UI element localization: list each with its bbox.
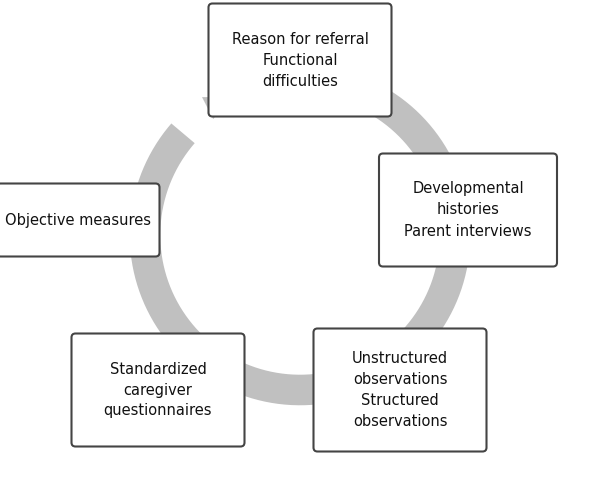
FancyBboxPatch shape [0, 184, 159, 257]
Text: Objective measures: Objective measures [5, 213, 151, 228]
FancyBboxPatch shape [209, 3, 391, 117]
Text: Unstructured
observations
Structured
observations: Unstructured observations Structured obs… [352, 351, 448, 429]
FancyBboxPatch shape [72, 334, 245, 446]
FancyBboxPatch shape [379, 153, 557, 267]
Text: Reason for referral
Functional
difficulties: Reason for referral Functional difficult… [231, 32, 368, 88]
Text: Developmental
histories
Parent interviews: Developmental histories Parent interview… [404, 182, 532, 239]
Text: Standardized
caregiver
questionnaires: Standardized caregiver questionnaires [104, 361, 212, 419]
FancyBboxPatch shape [314, 328, 486, 452]
